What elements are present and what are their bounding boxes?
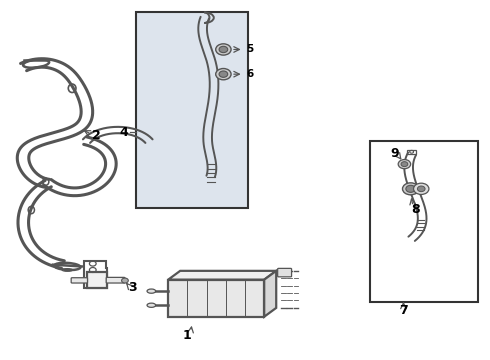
FancyBboxPatch shape	[278, 268, 292, 277]
Circle shape	[398, 159, 411, 169]
Text: 7: 7	[399, 304, 408, 317]
Text: 3: 3	[128, 281, 137, 294]
Polygon shape	[264, 271, 276, 317]
Circle shape	[401, 162, 408, 167]
Circle shape	[414, 183, 429, 194]
Circle shape	[417, 186, 425, 192]
Polygon shape	[168, 271, 276, 280]
FancyBboxPatch shape	[370, 141, 478, 302]
Circle shape	[219, 71, 228, 77]
Text: 5: 5	[246, 45, 254, 54]
Text: 6: 6	[246, 69, 254, 79]
FancyBboxPatch shape	[71, 278, 88, 283]
Circle shape	[406, 185, 416, 192]
Circle shape	[216, 68, 231, 80]
Text: 9: 9	[391, 147, 399, 160]
Text: 1: 1	[183, 329, 192, 342]
Circle shape	[402, 183, 419, 195]
Text: 2: 2	[92, 129, 100, 143]
FancyBboxPatch shape	[136, 12, 248, 208]
Ellipse shape	[147, 303, 156, 307]
Circle shape	[219, 46, 228, 53]
Circle shape	[216, 44, 231, 55]
Polygon shape	[87, 272, 107, 288]
Polygon shape	[168, 280, 264, 317]
Circle shape	[122, 278, 128, 283]
Text: 8: 8	[411, 203, 420, 216]
Text: 4: 4	[120, 126, 128, 139]
Ellipse shape	[147, 289, 156, 293]
FancyBboxPatch shape	[106, 277, 125, 283]
